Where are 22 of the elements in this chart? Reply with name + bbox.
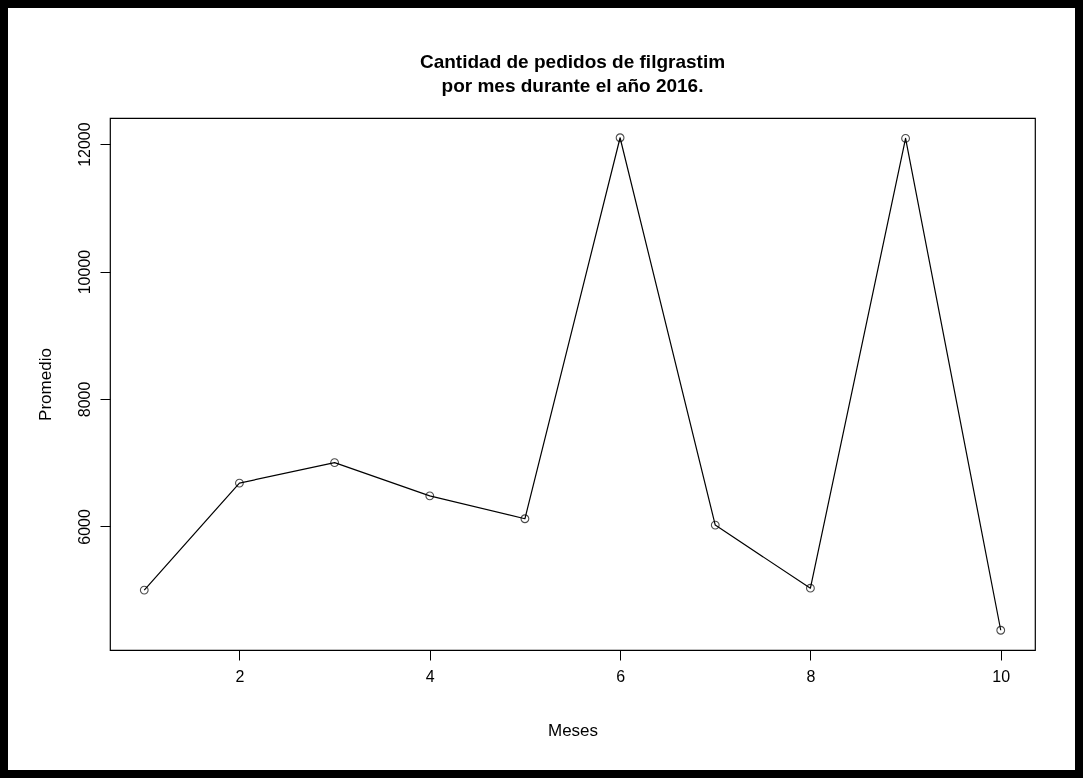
chart-title: Cantidad de pedidos de filgrastim por mes durante el año 2016.	[419, 51, 726, 96]
point	[139, 585, 149, 595]
point	[520, 514, 530, 524]
y-axis-title: Promedio	[35, 348, 55, 421]
point	[425, 491, 435, 501]
point	[805, 583, 815, 593]
point	[710, 520, 720, 530]
x-tick-label: 8	[806, 667, 816, 685]
point	[235, 478, 244, 488]
x-tick-label: 6	[616, 667, 626, 685]
x-axis-title: Meses	[547, 720, 599, 740]
y-tick-label: 10000	[75, 249, 93, 295]
y-tick-label: 8000	[75, 381, 93, 418]
point	[330, 458, 340, 468]
x-tick-label: 4	[425, 667, 435, 685]
y-tick-label: 12000	[75, 122, 93, 167]
point	[996, 625, 1006, 635]
y-tick-label: 6000	[75, 509, 93, 545]
point	[615, 133, 625, 143]
x-tick-label: 10	[992, 667, 1011, 685]
point	[901, 133, 910, 143]
x-tick-label: 2	[235, 667, 245, 685]
